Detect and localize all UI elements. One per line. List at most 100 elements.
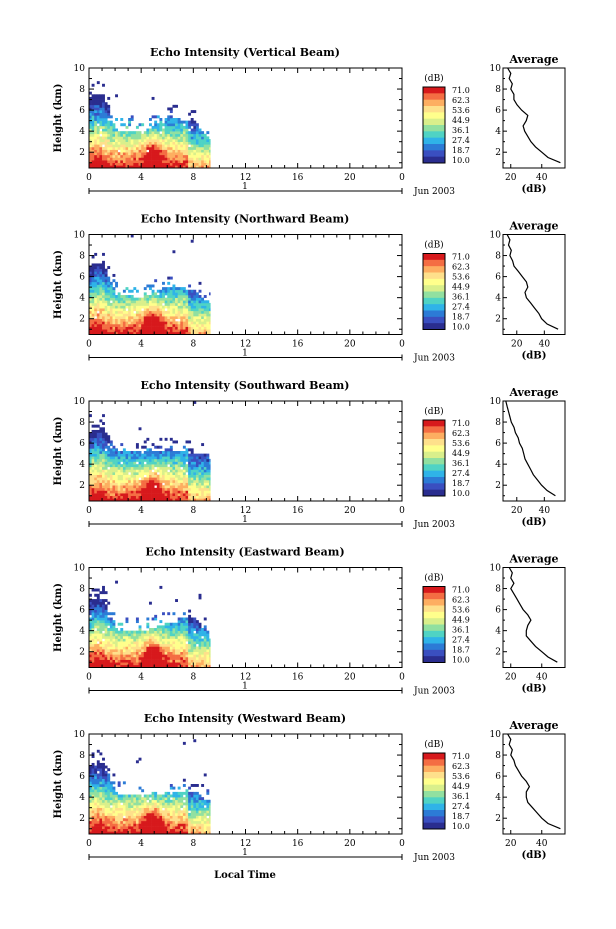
heatmap-cell — [151, 662, 155, 666]
heatmap-cell — [151, 165, 155, 168]
heatmap-cell — [104, 112, 108, 116]
heatmap-cell — [159, 810, 163, 814]
heatmap-cell — [115, 133, 118, 137]
heatmap-cell — [198, 302, 202, 306]
heatmap-cell — [193, 302, 197, 306]
heatmap-cell — [102, 815, 105, 819]
heatmap-cell — [156, 295, 160, 298]
heatmap-cell — [198, 625, 202, 629]
heatmap-cell — [198, 662, 202, 666]
heatmap-cell — [91, 474, 95, 478]
heatmap-cell — [151, 284, 155, 288]
heatmap-cell — [188, 131, 192, 135]
heatmap-cell — [107, 281, 111, 285]
heatmap-cell — [151, 651, 155, 655]
heatmap-cell — [162, 453, 165, 457]
heatmap-cell — [180, 295, 184, 298]
heatmap-cell — [130, 482, 134, 486]
heatmap-cell — [89, 461, 92, 465]
heatmap-cell — [96, 469, 100, 473]
heatmap-cell — [135, 477, 139, 481]
heatmap-cell — [89, 451, 92, 454]
heatmap-cell — [94, 310, 98, 314]
heatmap-cell — [177, 154, 181, 158]
heatmap-cell — [156, 485, 160, 489]
heatmap-cell — [169, 630, 173, 634]
heatmap-cell — [193, 461, 197, 465]
heatmap-cell — [91, 789, 95, 793]
heatmap-cell — [172, 302, 176, 306]
heatmap-cell — [96, 633, 100, 637]
heatmap-cell — [172, 300, 176, 304]
heatmap-cell — [135, 815, 139, 819]
heatmap-cell — [109, 136, 113, 140]
heatmap-cell — [141, 818, 145, 822]
heatmap-cell — [89, 778, 92, 782]
heatmap-cell — [138, 826, 142, 830]
heatmap-cell — [141, 331, 145, 335]
heatmap-cell — [91, 823, 95, 827]
heatmap-cell — [190, 485, 194, 489]
heatmap-cell — [167, 828, 171, 832]
heatmap-cell — [162, 630, 165, 634]
heatmap-cell — [164, 120, 168, 124]
heatmap-cell — [102, 656, 105, 660]
heatmap-cell — [182, 313, 186, 317]
heatmap-cell — [201, 493, 205, 497]
heatmap-cell — [99, 826, 103, 830]
heatmap-cell — [117, 799, 121, 803]
heatmap-cell — [172, 123, 176, 127]
heatmap-cell — [201, 831, 205, 834]
heatmap-cell — [159, 141, 163, 145]
heatmap-cell — [120, 118, 124, 121]
heatmap-cell — [203, 308, 207, 312]
heatmap-cell — [91, 633, 95, 637]
heatmap-cell — [151, 326, 155, 330]
heatmap-cell — [198, 831, 202, 834]
heatmap-cell — [159, 628, 163, 631]
heatmap-cell — [148, 812, 152, 816]
heatmap-cell — [185, 120, 189, 124]
heatmap-cell — [138, 474, 142, 478]
heatmap-cell — [141, 152, 145, 156]
heatmap-cell — [169, 638, 173, 642]
heatmap-cell — [182, 784, 186, 787]
colorbar-swatch — [423, 432, 445, 440]
heatmap-cell — [177, 482, 181, 486]
heatmap-cell — [164, 331, 168, 335]
x-tick-label: 20 — [344, 340, 356, 350]
heatmap-cell — [107, 479, 111, 483]
heatmap-cell — [122, 646, 126, 650]
heatmap-cell — [135, 823, 139, 827]
heatmap-cell — [159, 649, 163, 653]
heatmap-cell — [148, 487, 152, 491]
heatmap-cell — [135, 659, 139, 663]
heatmap-cell — [120, 326, 124, 330]
heatmap-cell — [208, 831, 211, 834]
heatmap-cell — [102, 104, 105, 108]
heatmap-cell — [151, 638, 155, 642]
heatmap-cell — [138, 133, 142, 137]
heatmap-cell — [208, 649, 211, 653]
heatmap-cell — [206, 485, 210, 489]
heatmap-cell — [172, 250, 176, 254]
heatmap-cell — [135, 828, 139, 832]
heatmap-cell — [120, 464, 124, 468]
heatmap-cell — [146, 649, 150, 653]
heatmap-cell — [94, 461, 98, 465]
heatmap-cell — [94, 588, 98, 592]
heatmap-cell — [143, 458, 147, 462]
heatmap-cell — [203, 154, 207, 158]
heatmap-cell — [128, 479, 132, 483]
heatmap-cell — [162, 323, 165, 327]
heatmap-cell — [182, 651, 186, 655]
heatmap-cell — [107, 437, 111, 441]
heatmap-cell — [201, 643, 205, 647]
heatmap-cell — [107, 295, 111, 298]
heatmap-cell — [115, 477, 118, 481]
heatmap-cell — [107, 493, 111, 497]
heatmap-cell — [122, 630, 126, 634]
heatmap-cell — [143, 797, 147, 801]
heatmap-cell — [104, 664, 108, 668]
heatmap-cell — [117, 490, 121, 494]
